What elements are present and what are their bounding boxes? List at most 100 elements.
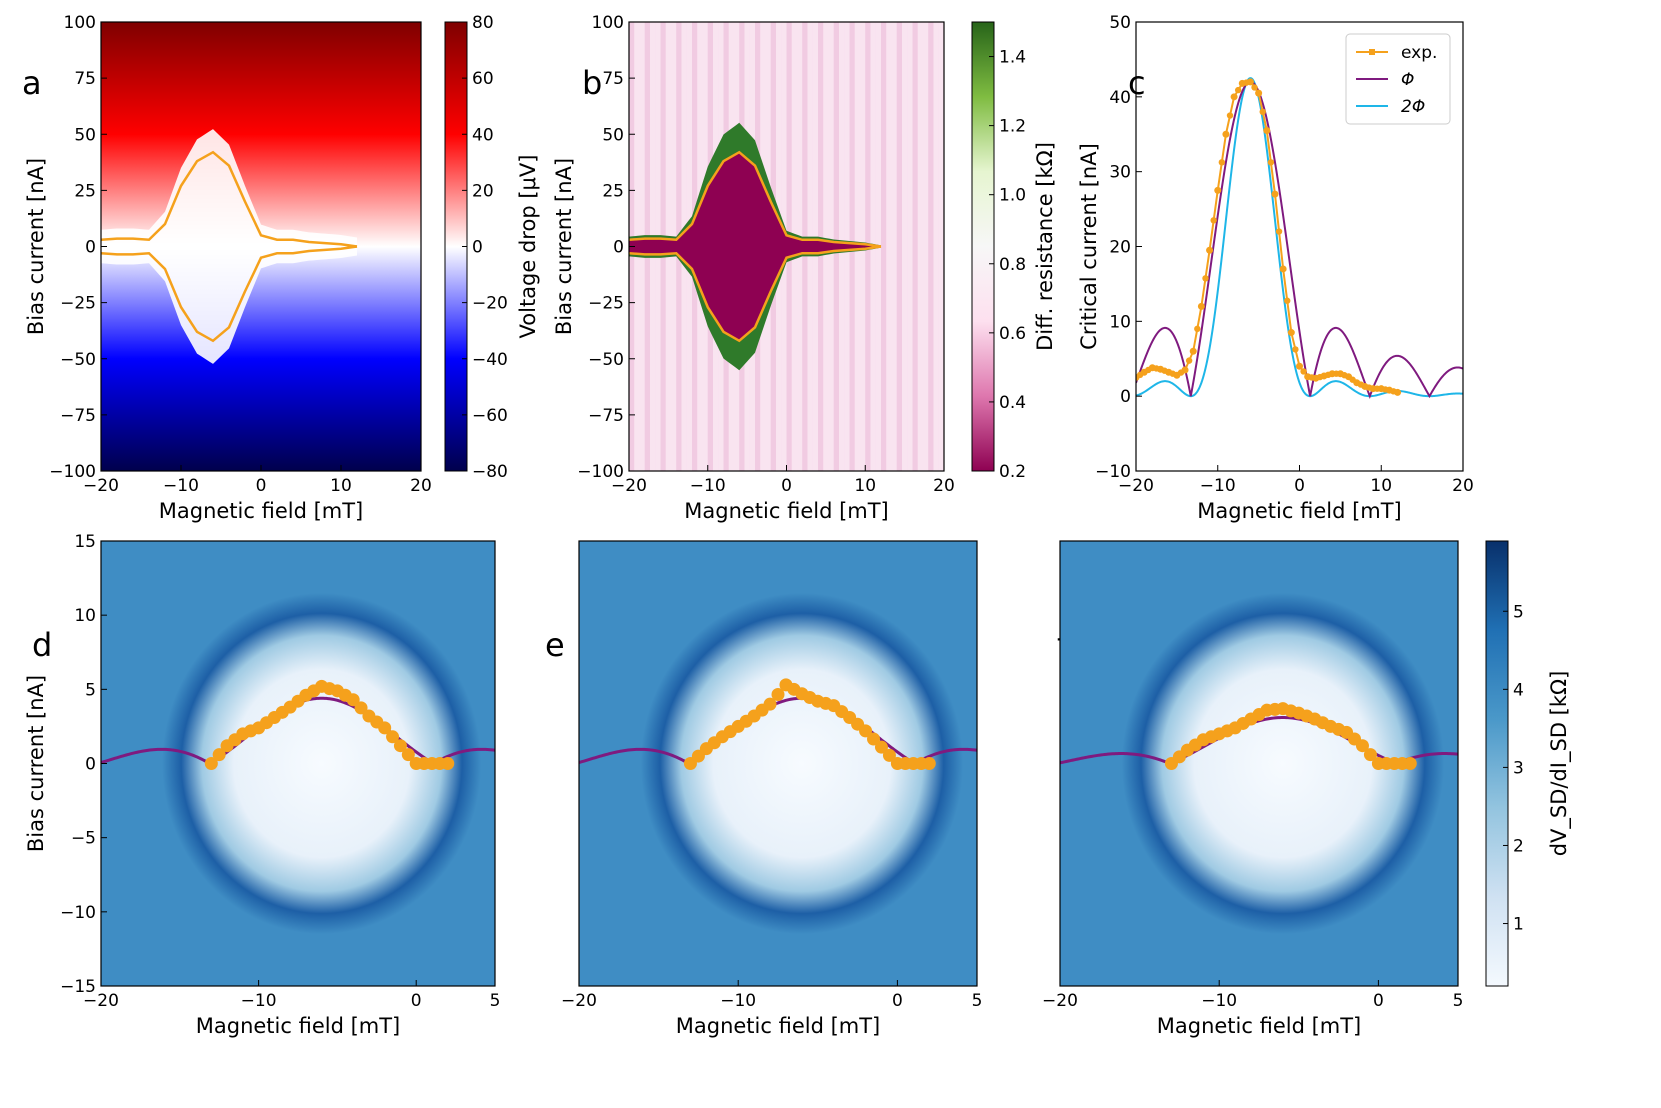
data-point-mid-d-9 (354, 701, 368, 715)
x-tick-label-e-3: 5 (972, 991, 983, 1011)
colorbar-tick-label-b-1: 0.4 (999, 393, 1026, 413)
y-tick-label-b-8: 100 (592, 13, 624, 33)
exp-point-32 (1394, 388, 1402, 396)
x-tick-label-e-2: 0 (892, 991, 903, 1011)
data-point-d-11 (378, 721, 392, 735)
x-tick-label-b-2: 0 (781, 476, 792, 496)
colorbar-tick-label-a-6: 40 (472, 125, 494, 145)
y-tick-label-d-5: 10 (74, 606, 96, 626)
x-tick-label-c-0: −20 (1118, 476, 1154, 496)
data-point-mid-d-11 (386, 730, 400, 744)
heatmap-b-stripe (896, 22, 902, 471)
exp-point-19 (1287, 329, 1295, 337)
colorbar-label-b: Diff. resistance [kΩ] (1033, 142, 1057, 351)
panel-letter-c: c (1128, 64, 1146, 102)
y-tick-label-a-2: −50 (60, 350, 96, 370)
data-point-e-15 (922, 757, 936, 770)
data-point-mid-e-5 (771, 688, 785, 702)
x-tick-label-d-3: 5 (490, 991, 501, 1011)
series-line-2phi (1136, 77, 1463, 398)
zero-voltage-region-a (101, 129, 357, 364)
exp-point-mid-7 (1194, 325, 1201, 333)
plot-area-f (1060, 541, 1458, 986)
data-point-e-12 (874, 740, 888, 754)
data-point-mid-e-12 (882, 748, 896, 762)
data-point-f-15 (1403, 757, 1417, 770)
heatmap-b-stripe (938, 22, 944, 471)
x-tick-label-b-0: −20 (611, 476, 647, 496)
exp-point-mid-17 (1275, 228, 1283, 235)
x-tick-label-e-0: −20 (561, 991, 597, 1011)
y-axis-label-b: Bias current [nA] (552, 158, 576, 335)
y-tick-label-a-7: 75 (74, 69, 96, 89)
x-tick-label-d-0: −20 (83, 991, 119, 1011)
exp-point-mid-10 (1218, 159, 1226, 166)
switching-current-positive-b (629, 150, 882, 248)
axes-frame-e (578, 540, 978, 987)
exp-point-18 (1279, 265, 1287, 273)
exp-point-9 (1206, 246, 1214, 254)
legend-label-0: exp. (1401, 43, 1437, 63)
series-line-phi (1136, 80, 1463, 399)
x-tick-label-a-4: 20 (410, 476, 432, 496)
x-tick-label-e-1: −10 (720, 991, 756, 1011)
heatmap-b-stripe (912, 22, 918, 471)
colorbar-tick-label-b-4: 1.0 (999, 186, 1026, 206)
axes-frame-f (1059, 540, 1459, 987)
x-tick-label-f-3: 5 (1453, 991, 1464, 1011)
exp-point-14 (1246, 78, 1254, 86)
exp-point-10 (1214, 186, 1222, 194)
x-tick-label-c-1: −10 (1200, 476, 1236, 496)
heatmap-b-stripe (923, 22, 929, 471)
x-tick-label-a-2: 0 (256, 476, 267, 496)
data-point-d-15 (441, 757, 455, 770)
heatmap-b-stripe (907, 22, 913, 471)
x-axis-label-e: Magnetic field [mT] (676, 1014, 881, 1038)
y-tick-label-b-3: −25 (588, 294, 624, 314)
colorbar-tick-label-f-2: 3 (1513, 758, 1524, 778)
y-tick-label-b-1: −75 (588, 406, 624, 426)
superconducting-lobe-f (1121, 592, 1445, 935)
colorbar-tick-label-b-3: 0.8 (999, 255, 1026, 275)
colorbar-tick-label-a-8: 80 (472, 13, 494, 33)
y-axis-label-d: Bias current [nA] (24, 675, 48, 852)
exp-point-mid-20 (1300, 368, 1307, 375)
colorbar-tick-label-a-3: −20 (472, 294, 508, 314)
exp-point-7 (1189, 347, 1197, 355)
plot-area-b (629, 22, 944, 471)
legend-label-1: Φ (1401, 70, 1414, 90)
panel-a: −20 −10 0 10 20−100−75−50−250255075100Magnet… (24, 13, 540, 523)
y-tick-label-c-0: −10 (1095, 462, 1131, 482)
plot-area-a (101, 22, 421, 471)
superconducting-lobe-d (162, 592, 482, 935)
panel-letter-a: a (22, 64, 42, 102)
colorbar-tick-label-f-4: 5 (1513, 602, 1524, 622)
y-tick-label-b-7: 75 (602, 69, 624, 89)
y-axis-label-a: Bias current [nA] (24, 158, 48, 335)
panel-letter-b: b (582, 64, 602, 102)
exp-point-mid-14 (1251, 84, 1258, 91)
x-tick-label-c-3: 10 (1370, 476, 1392, 496)
exp-point-mid-9 (1210, 217, 1217, 224)
exp-point-mid-18 (1284, 297, 1291, 304)
y-tick-label-d-0: −15 (60, 977, 96, 997)
y-tick-label-d-3: 0 (85, 755, 96, 775)
y-tick-label-b-5: 25 (602, 181, 624, 201)
x-tick-label-d-2: 0 (411, 991, 422, 1011)
x-axis-label-f: Magnetic field [mT] (1157, 1014, 1362, 1038)
x-tick-label-d-1: −10 (241, 991, 277, 1011)
colorbar-tick-label-a-1: −60 (472, 406, 508, 426)
exp-point-mid-16 (1267, 159, 1275, 166)
legend-box-c (1345, 33, 1451, 125)
x-tick-label-b-4: 20 (933, 476, 955, 496)
y-axis-label-c: Critical current [nA] (1077, 143, 1101, 350)
plot-area-d (101, 541, 495, 986)
exp-point-mid-15 (1259, 108, 1266, 116)
x-tick-label-a-0: −20 (83, 476, 119, 496)
colorbar-tick-label-f-0: 1 (1513, 915, 1524, 935)
data-point-mid-e-11 (867, 732, 881, 746)
panel-d: −20 −10 0 5 −15 −10 −5 0 5 10 15 Magnetic field [mT… (24, 532, 500, 1038)
data-point-mid-f-12 (1363, 748, 1377, 762)
x-tick-label-f-1: −10 (1201, 991, 1237, 1011)
